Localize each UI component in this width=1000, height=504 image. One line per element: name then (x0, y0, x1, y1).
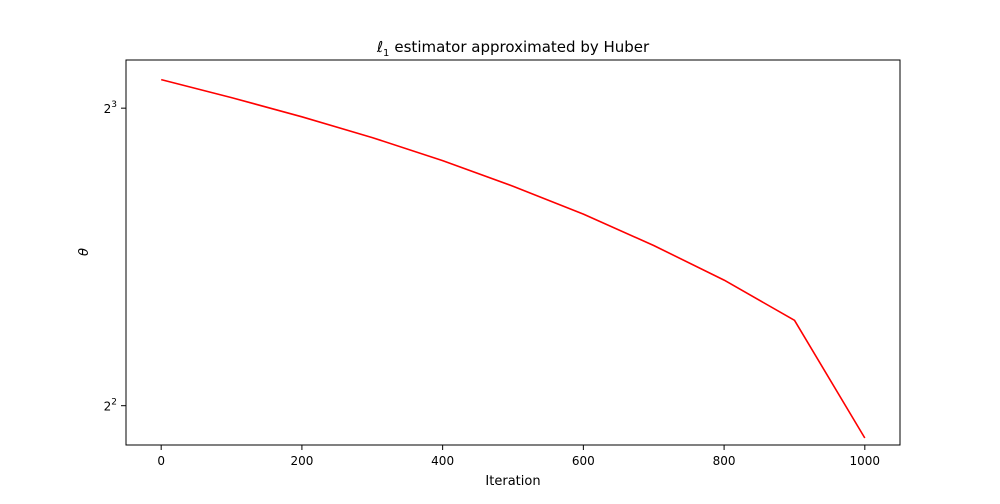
title-ell-symbol: ℓ (376, 38, 383, 56)
x-tick-label: 200 (290, 454, 313, 468)
x-tick-label: 800 (713, 454, 736, 468)
x-tick-label: 600 (572, 454, 595, 468)
chart-title: ℓ1 estimator approximated by Huber (376, 38, 650, 59)
x-axis-label: Iteration (485, 474, 540, 489)
x-ticks: 0 200 400 600 800 1000 (157, 445, 880, 468)
series-line (161, 78, 866, 439)
x-tick-label: 400 (431, 454, 454, 468)
title-text: estimator approximated by Huber (394, 38, 650, 56)
x-tick-label: 0 (157, 454, 165, 468)
y-axis-label: θ (77, 248, 92, 256)
y-ticks: 22 23 (104, 100, 126, 414)
series-layer (161, 78, 866, 439)
plot-area (125, 59, 901, 446)
x-tick-label: 1000 (850, 454, 881, 468)
y-tick-label: 23 (104, 100, 117, 116)
y-tick-label: 22 (104, 398, 117, 414)
title-ell-subscript: 1 (383, 48, 389, 59)
